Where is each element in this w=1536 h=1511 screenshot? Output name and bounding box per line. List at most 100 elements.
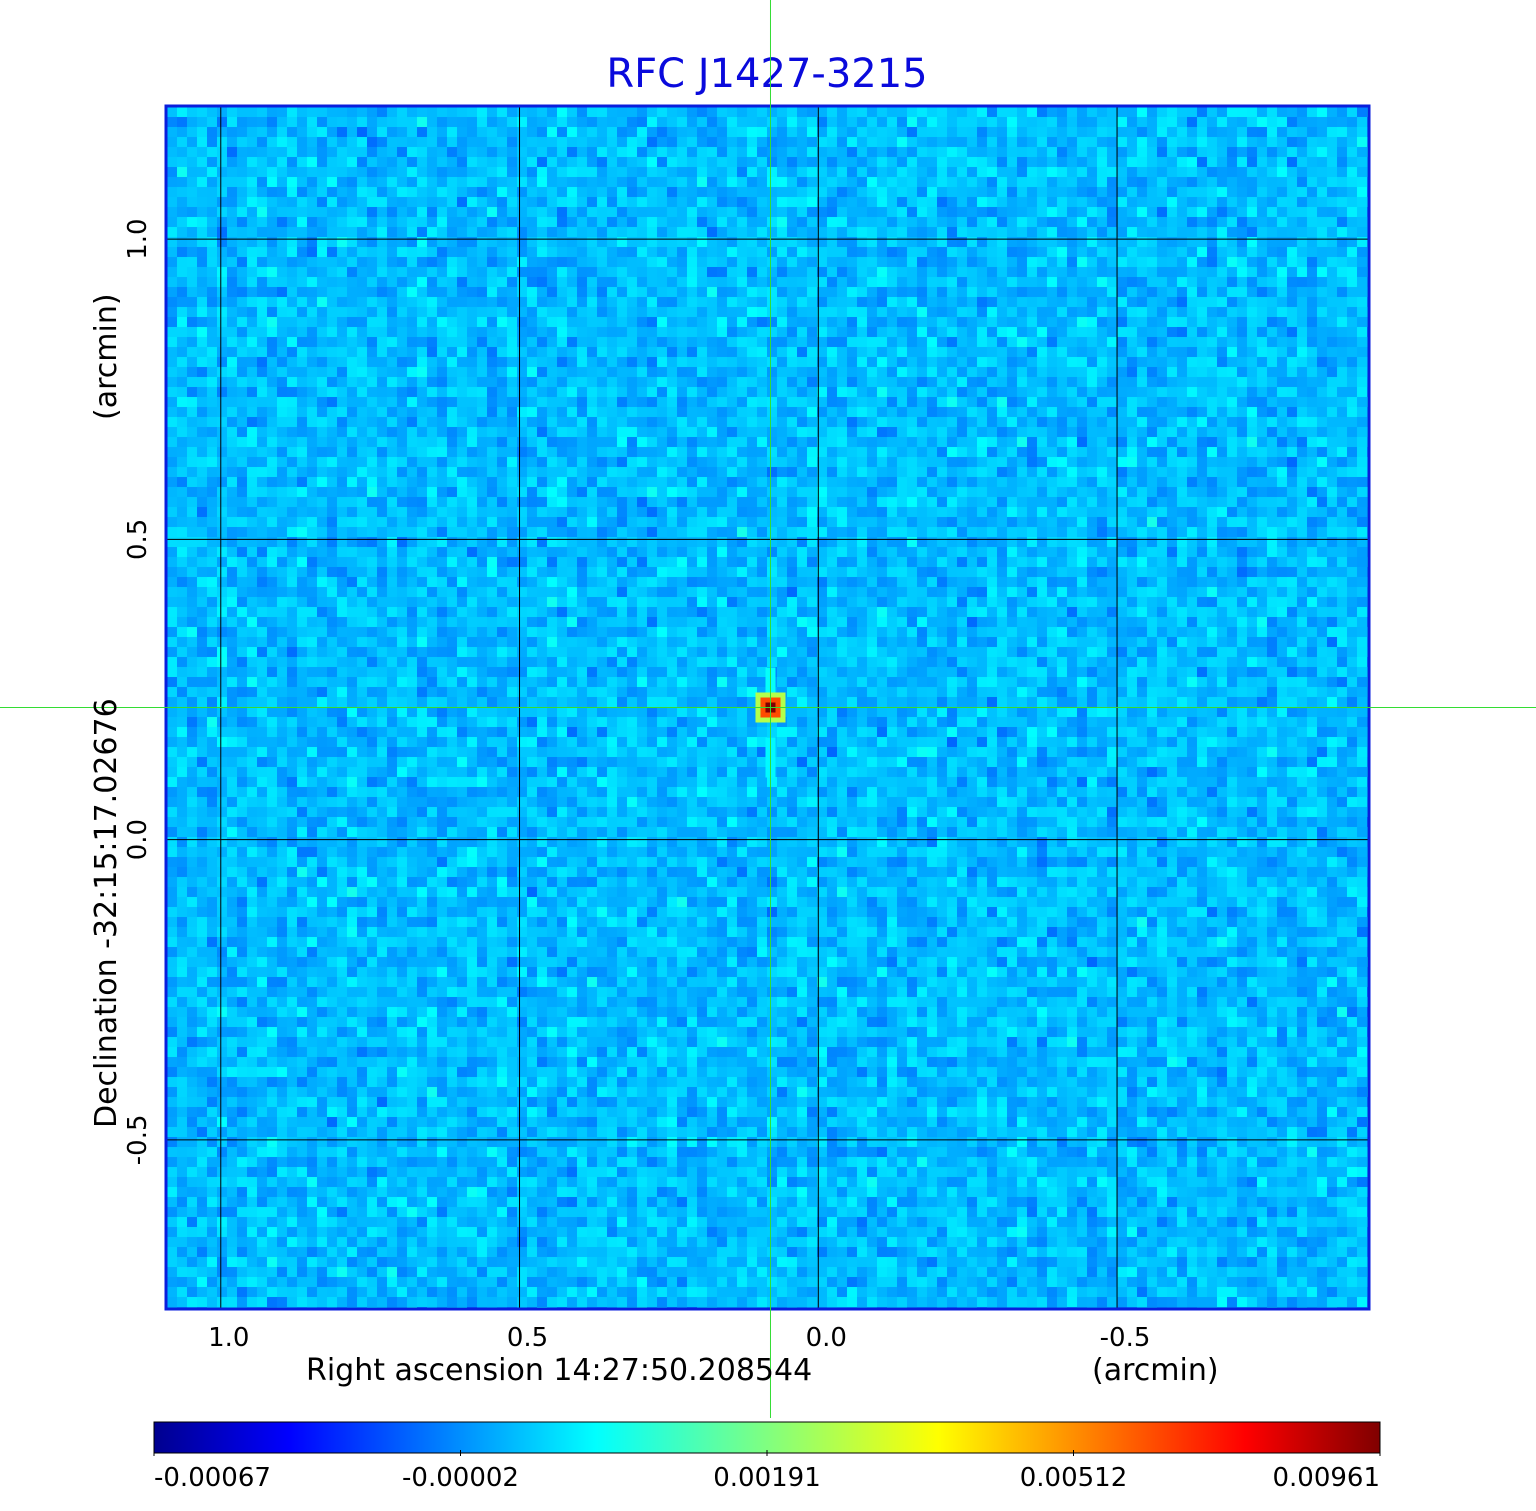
noise-pixel	[437, 497, 447, 507]
noise-pixel	[607, 367, 617, 377]
noise-pixel	[407, 127, 417, 137]
noise-pixel	[1307, 337, 1317, 347]
noise-pixel	[647, 417, 657, 427]
noise-pixel	[817, 127, 827, 137]
noise-pixel	[707, 457, 717, 467]
noise-pixel	[1227, 177, 1237, 187]
noise-pixel	[627, 107, 637, 117]
noise-pixel	[557, 227, 567, 237]
noise-pixel	[397, 177, 407, 187]
noise-pixel	[1057, 367, 1067, 377]
noise-pixel	[627, 377, 637, 387]
noise-pixel	[1287, 327, 1297, 337]
noise-pixel	[1057, 487, 1067, 497]
noise-pixel	[847, 457, 857, 467]
noise-pixel	[557, 417, 567, 427]
noise-pixel	[557, 217, 567, 227]
noise-pixel	[327, 207, 337, 217]
noise-pixel	[1017, 437, 1027, 447]
noise-pixel	[477, 267, 487, 277]
noise-pixel	[707, 317, 717, 327]
noise-pixel	[737, 417, 747, 427]
noise-pixel	[627, 187, 637, 197]
noise-pixel	[1147, 117, 1157, 127]
noise-pixel	[357, 347, 367, 357]
noise-pixel	[487, 307, 497, 317]
noise-pixel	[287, 487, 297, 497]
noise-pixel	[637, 387, 647, 397]
noise-pixel	[957, 257, 967, 267]
noise-pixel	[407, 377, 417, 387]
noise-pixel	[617, 197, 627, 207]
noise-pixel	[1347, 177, 1357, 187]
noise-pixel	[517, 237, 527, 247]
noise-pixel	[267, 267, 277, 277]
noise-pixel	[1217, 277, 1227, 287]
noise-pixel	[907, 397, 917, 407]
noise-pixel	[247, 357, 257, 367]
noise-pixel	[497, 277, 507, 287]
noise-pixel	[487, 107, 497, 117]
noise-pixel	[367, 107, 377, 117]
noise-pixel	[617, 427, 627, 437]
noise-pixel	[827, 387, 837, 397]
noise-pixel	[1127, 507, 1137, 517]
noise-pixel	[1317, 127, 1327, 137]
noise-pixel	[937, 387, 947, 397]
noise-pixel	[1077, 297, 1087, 307]
noise-pixel	[667, 167, 677, 177]
noise-pixel	[567, 207, 577, 217]
noise-pixel	[437, 507, 447, 517]
noise-pixel	[237, 477, 247, 487]
noise-pixel	[837, 377, 847, 387]
noise-pixel	[587, 467, 597, 477]
noise-pixel	[477, 187, 487, 197]
noise-pixel	[767, 117, 777, 127]
noise-pixel	[257, 257, 267, 267]
noise-pixel	[617, 347, 627, 357]
noise-pixel	[807, 187, 817, 197]
noise-pixel	[337, 117, 347, 127]
noise-pixel	[1117, 187, 1127, 197]
noise-pixel	[1207, 117, 1217, 127]
noise-pixel	[187, 107, 197, 117]
noise-pixel	[367, 367, 377, 377]
noise-pixel	[757, 187, 767, 197]
noise-pixel	[1007, 507, 1017, 517]
noise-pixel	[757, 257, 767, 267]
noise-pixel	[1147, 337, 1157, 347]
noise-pixel	[797, 147, 807, 157]
noise-pixel	[497, 167, 507, 177]
noise-pixel	[907, 417, 917, 427]
noise-pixel	[897, 207, 907, 217]
noise-pixel	[1297, 107, 1307, 117]
noise-pixel	[1027, 107, 1037, 117]
noise-pixel	[1127, 467, 1137, 477]
noise-pixel	[1167, 467, 1177, 477]
noise-pixel	[627, 137, 637, 147]
noise-pixel	[607, 387, 617, 397]
noise-pixel	[237, 287, 247, 297]
noise-pixel	[1157, 467, 1167, 477]
noise-pixel	[1117, 507, 1127, 517]
noise-pixel	[187, 437, 197, 447]
noise-pixel	[917, 207, 927, 217]
noise-pixel	[827, 407, 837, 417]
noise-pixel	[347, 387, 357, 397]
noise-pixel	[317, 107, 327, 117]
noise-pixel	[747, 337, 757, 347]
noise-pixel	[1327, 177, 1337, 187]
noise-pixel	[1137, 277, 1147, 287]
noise-pixel	[947, 487, 957, 497]
noise-pixel	[407, 137, 417, 147]
noise-pixel	[417, 217, 427, 227]
noise-pixel	[1087, 497, 1097, 507]
noise-pixel	[317, 117, 327, 127]
noise-pixel	[667, 227, 677, 237]
noise-pixel	[427, 137, 437, 147]
noise-pixel	[1177, 497, 1187, 507]
noise-pixel	[607, 167, 617, 177]
noise-pixel	[1177, 477, 1187, 487]
noise-pixel	[577, 237, 587, 247]
noise-pixel	[497, 267, 507, 277]
